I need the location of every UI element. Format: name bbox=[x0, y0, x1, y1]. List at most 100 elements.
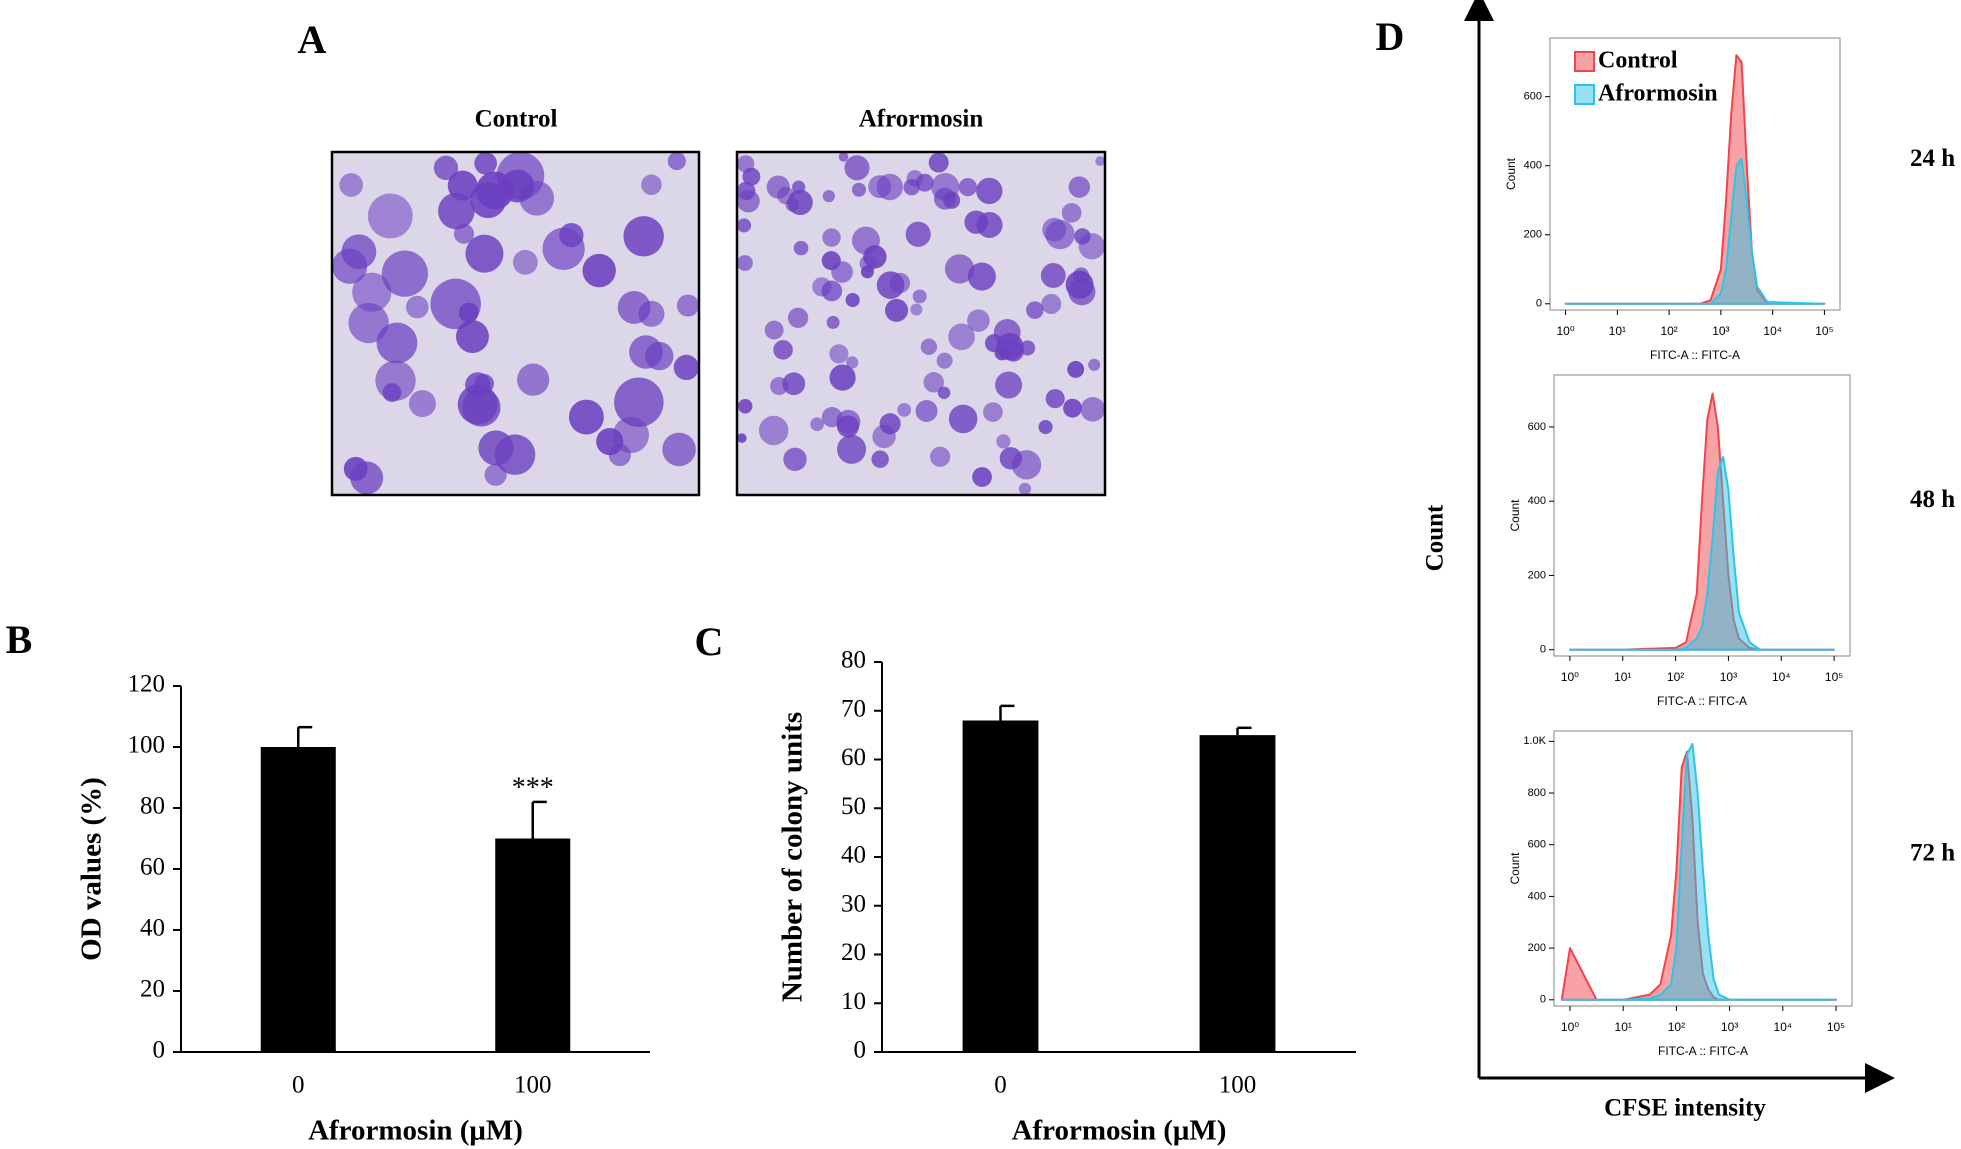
bar bbox=[495, 838, 571, 1052]
x-tick-label: 100 bbox=[514, 1072, 552, 1099]
colony bbox=[889, 272, 911, 294]
colony bbox=[1041, 293, 1062, 314]
colony bbox=[1061, 202, 1082, 223]
bar bbox=[1199, 735, 1276, 1052]
x-tick-label: 10⁵ bbox=[1825, 670, 1843, 684]
colony bbox=[623, 216, 664, 257]
colony-images bbox=[330, 150, 1107, 497]
colony bbox=[447, 170, 478, 201]
colony bbox=[350, 461, 384, 495]
y-tick-label: 70 bbox=[841, 695, 866, 722]
time-label: 72 h bbox=[1910, 839, 1955, 866]
colony bbox=[838, 152, 849, 162]
colony bbox=[367, 193, 413, 239]
colony bbox=[793, 240, 809, 256]
colony bbox=[905, 221, 931, 247]
legend-swatch bbox=[1574, 84, 1595, 105]
x-tick-label: 10² bbox=[1660, 324, 1677, 338]
colony bbox=[512, 249, 538, 275]
colony bbox=[1018, 482, 1032, 496]
colony bbox=[967, 309, 990, 332]
x-axis-title: FITC-A :: FITC-A bbox=[1658, 1044, 1748, 1058]
colony bbox=[948, 404, 978, 434]
x-axis-title: Afrormosin (μM) bbox=[1012, 1115, 1227, 1147]
y-tick-label: 200 bbox=[1528, 569, 1546, 581]
x-tick-label: 10³ bbox=[1720, 670, 1737, 684]
x-tick-label: 10³ bbox=[1721, 1020, 1738, 1034]
y-tick-label: 80 bbox=[140, 793, 165, 820]
colony bbox=[944, 254, 975, 284]
colony bbox=[1026, 301, 1044, 319]
colony bbox=[645, 341, 674, 371]
colony bbox=[837, 434, 867, 464]
y-tick-label: 50 bbox=[841, 793, 866, 820]
colony bbox=[376, 322, 418, 364]
x-tick-label: 10⁵ bbox=[1815, 324, 1833, 338]
time-label: 48 h bbox=[1910, 486, 1955, 513]
colony bbox=[999, 447, 1023, 470]
colony bbox=[375, 360, 416, 401]
colony bbox=[641, 174, 662, 196]
colony-title: Control bbox=[475, 106, 558, 133]
panel-label: D bbox=[1376, 14, 1405, 59]
colony bbox=[995, 371, 1023, 399]
colony bbox=[764, 320, 784, 340]
colony bbox=[408, 390, 436, 418]
colony bbox=[758, 415, 789, 446]
y-axis-title: Count bbox=[1508, 852, 1522, 885]
density-area bbox=[1560, 742, 1837, 1001]
axis-title: CFSE intensity bbox=[1604, 1095, 1766, 1122]
colony bbox=[433, 155, 459, 181]
colony bbox=[845, 292, 860, 308]
colony bbox=[438, 192, 475, 230]
colony bbox=[920, 338, 938, 355]
x-axis-title: Afrormosin (μM) bbox=[308, 1115, 523, 1147]
colony bbox=[1088, 358, 1101, 371]
colony bbox=[958, 178, 977, 197]
colony-frame bbox=[735, 150, 1107, 497]
colony bbox=[1040, 263, 1066, 288]
y-tick-label: 800 bbox=[1528, 787, 1546, 799]
colony bbox=[822, 228, 841, 247]
colony bbox=[910, 303, 923, 316]
colony bbox=[348, 302, 389, 344]
y-tick-label: 400 bbox=[1528, 890, 1546, 902]
y-tick-label: 600 bbox=[1524, 91, 1542, 103]
colony bbox=[821, 251, 841, 271]
colony bbox=[1095, 156, 1105, 166]
colony bbox=[906, 170, 924, 187]
x-tick-label: 0 bbox=[994, 1072, 1007, 1099]
y-tick-label: 400 bbox=[1524, 160, 1542, 172]
colony bbox=[972, 467, 992, 487]
colony bbox=[612, 416, 650, 454]
y-tick-label: 10 bbox=[841, 988, 866, 1015]
colony bbox=[846, 356, 859, 369]
y-tick-label: 400 bbox=[1528, 495, 1546, 507]
colony bbox=[967, 262, 996, 291]
colony bbox=[470, 182, 507, 219]
colony bbox=[836, 415, 860, 438]
colony bbox=[455, 320, 489, 354]
colony bbox=[885, 298, 909, 322]
colony bbox=[737, 181, 756, 201]
colony bbox=[860, 265, 874, 279]
density-area bbox=[1564, 157, 1826, 305]
y-tick-label: 0 bbox=[153, 1037, 166, 1064]
colony bbox=[457, 384, 498, 425]
colony bbox=[829, 364, 856, 391]
panel-label: A bbox=[298, 17, 327, 62]
x-tick-label: 100 bbox=[1219, 1072, 1257, 1099]
x-tick-label: 0 bbox=[292, 1072, 305, 1099]
time-label: 24 h bbox=[1910, 145, 1955, 172]
colony bbox=[985, 334, 1004, 353]
colony bbox=[770, 376, 789, 396]
colony bbox=[341, 234, 377, 270]
colony bbox=[737, 218, 752, 233]
colony bbox=[933, 187, 956, 210]
colony bbox=[1045, 389, 1065, 409]
colony bbox=[737, 155, 755, 173]
y-tick-label: 200 bbox=[1524, 229, 1542, 241]
colony bbox=[667, 152, 686, 171]
colony bbox=[582, 253, 616, 288]
colony bbox=[929, 446, 951, 467]
